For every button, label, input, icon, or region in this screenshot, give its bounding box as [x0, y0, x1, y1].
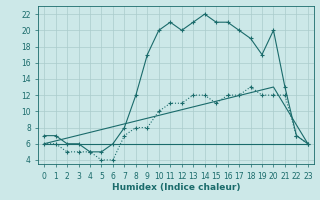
X-axis label: Humidex (Indice chaleur): Humidex (Indice chaleur)	[112, 183, 240, 192]
